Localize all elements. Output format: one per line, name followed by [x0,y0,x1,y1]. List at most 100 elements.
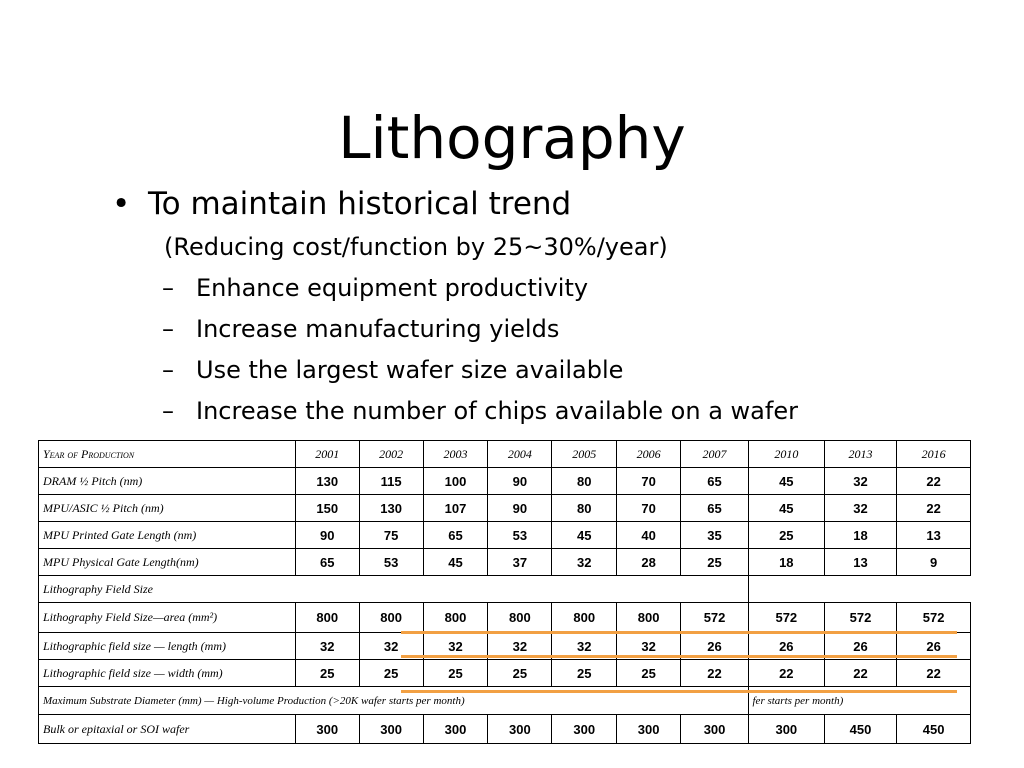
table-row: 18 13 9 [748,548,971,576]
blank-cell [748,575,971,603]
cell: 300 [748,714,825,744]
cell: 572 [680,602,749,633]
sub-item-text: Use the largest wafer size available [196,356,624,384]
cell: 572 [896,602,971,633]
highlight-line [401,655,957,658]
cell: 800 [422,602,489,633]
section-label: Lithography Field Size [38,575,749,603]
cell: 25 [748,521,825,549]
cell: 150 [294,494,360,522]
cell: 800 [616,602,682,633]
section-row: Lithography Field Size [38,575,749,603]
roadmap-table-left: Year of Production 2001 2002 2003 2004 2… [38,440,749,744]
bullet-item: • To maintain historical trend [112,182,992,226]
row-label: Lithography Field Size—area (mm²) [38,602,296,633]
cell: 22 [680,659,749,687]
cell: 45 [551,521,618,549]
cell: 18 [823,521,898,549]
row-label: DRAM ½ Pitch (nm) [38,467,296,495]
cell: 25 [294,659,360,687]
table-row: MPU/ASIC ½ Pitch (nm) 150 130 107 90 80 … [38,494,749,522]
cell: 65 [680,494,749,522]
cell: 22 [748,659,825,687]
cell: 45 [422,548,489,576]
cell: 300 [422,714,489,744]
row-label-text: Lithography Field Size—area (mm²) [43,610,218,624]
cell: 70 [616,467,682,495]
cell: 800 [487,602,553,633]
sub-item: – Use the largest wafer size available [162,350,992,391]
slide-title: Lithography [338,104,686,172]
cell: 300 [358,714,424,744]
table-row: Lithography Field Size—area (mm²) 800 80… [38,602,749,633]
header-row: Year of Production 2001 2002 2003 2004 2… [38,440,749,468]
cell: 450 [823,714,898,744]
table-row: MPU Physical Gate Length(nm) 65 53 45 37… [38,548,749,576]
year-header: 2001 [294,440,360,468]
cell: 53 [487,521,553,549]
cell: 28 [616,548,682,576]
cell: 25 [616,659,682,687]
cell: 300 [294,714,360,744]
cell: 13 [896,521,971,549]
table-row: Lithographic field size — length (mm) 32… [38,632,749,660]
table-row: Bulk or epitaxial or SOI wafer 300 300 3… [38,714,749,744]
table-row: 22 22 22 [748,659,971,687]
dash-mark: – [162,315,174,343]
cell: 22 [896,659,971,687]
table-row: 25 18 13 [748,521,971,549]
cell: 80 [551,494,618,522]
year-header: 2002 [358,440,424,468]
sub-item: – Increase the number of chips available… [162,391,992,432]
cell: 90 [294,521,360,549]
cell: 100 [422,467,489,495]
row-label: Lithographic field size — width (mm) [38,659,296,687]
table-row: 300 450 450 [748,714,971,744]
cell: 80 [551,467,618,495]
cell: 572 [823,602,898,633]
year-header: 2013 [823,440,898,468]
table-row: Lithographic field size — width (mm) 25 … [38,659,749,687]
cell: 13 [823,548,898,576]
cell: 25 [487,659,553,687]
row-label: MPU Physical Gate Length(nm) [38,548,296,576]
year-header: 2016 [896,440,971,468]
dash-mark: – [162,274,174,302]
header-label: Year of Production [38,440,296,468]
highlight-line [401,631,957,634]
cell: 70 [616,494,682,522]
cell: 25 [422,659,489,687]
cell: 65 [422,521,489,549]
row-label: MPU/ASIC ½ Pitch (nm) [38,494,296,522]
cell: 800 [551,602,618,633]
sub-item: – Increase manufacturing yields [162,309,992,350]
cell: 300 [680,714,749,744]
dash-mark: – [162,397,174,425]
cell: 115 [358,467,424,495]
cell: 572 [748,602,825,633]
cell: 22 [896,494,971,522]
cell: 9 [896,548,971,576]
cell: 300 [551,714,618,744]
cell: 107 [422,494,489,522]
year-header: 2003 [422,440,489,468]
cell: 800 [358,602,424,633]
cell: 800 [294,602,360,633]
cell: 130 [294,467,360,495]
cell: 32 [551,548,618,576]
cell: 35 [680,521,749,549]
cell: 450 [896,714,971,744]
sub-item: – Enhance equipment productivity [162,268,992,309]
highlight-line [401,690,957,693]
cell: 32 [823,467,898,495]
row-label: MPU Printed Gate Length (nm) [38,521,296,549]
table-row: 45 32 22 [748,467,971,495]
section-row [748,575,971,603]
cell: 130 [358,494,424,522]
year-header: 2010 [748,440,825,468]
header-row: 2010 2013 2016 [748,440,971,468]
cell: 53 [358,548,424,576]
sub-item-text: Increase manufacturing yields [196,315,560,343]
bullet-mark: • [112,186,131,222]
table-row: MPU Printed Gate Length (nm) 90 75 65 53… [38,521,749,549]
